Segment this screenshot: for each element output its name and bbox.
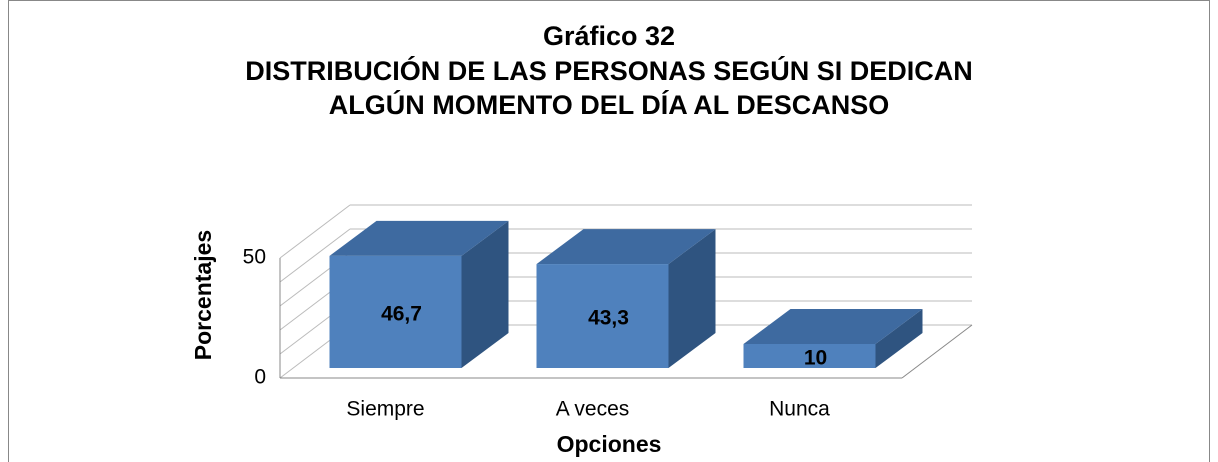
y-tick-label: 0 [254,366,266,389]
data-label: 43,3 [588,307,629,330]
bar [743,344,876,368]
y-axis-title: Porcentajes [190,230,216,360]
x-axis-title: Opciones [557,431,662,457]
chart-title: DISTRIBUCIÓN DE LAS PERSONAS SEGÚN SI DE… [245,55,973,86]
y-tick-label: 50 [243,246,266,269]
bar-top [536,229,716,265]
bar-top [329,220,509,256]
bar [536,264,669,368]
bar-side [461,220,509,368]
chart-title: Gráfico 32 [543,21,675,51]
data-label: 10 [804,347,827,370]
grid-line [279,228,351,283]
x-tick-label: Nunca [769,398,830,421]
floor-edge [901,324,973,379]
bar-top [743,309,923,344]
x-tick-label: Siempre [346,398,424,421]
bar-side [875,309,923,368]
bar [329,255,462,368]
x-tick-label: A veces [556,398,630,421]
grid-line [279,204,351,259]
bar-side [668,229,716,368]
data-label: 46,7 [381,303,422,326]
chart-title: ALGÚN MOMENTO DEL DÍA AL DESCANSO [329,89,890,120]
